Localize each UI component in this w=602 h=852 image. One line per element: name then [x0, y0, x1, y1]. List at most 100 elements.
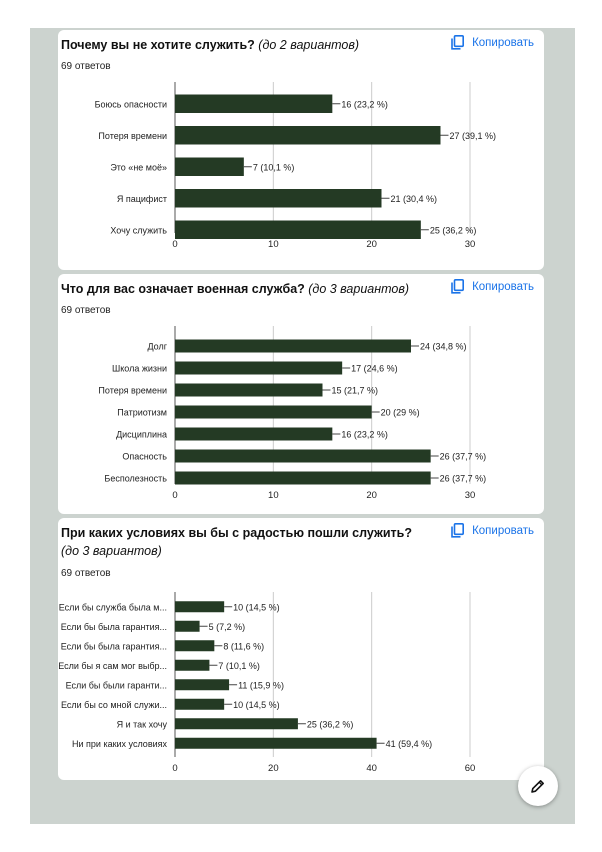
bar [175, 157, 244, 176]
x-tick-label: 10 [268, 239, 279, 250]
question-hint: (до 3 вариантов) [61, 544, 162, 558]
category-label: Бесполезность [104, 474, 167, 484]
bar [175, 718, 298, 730]
bar [175, 361, 343, 375]
category-label: Если бы была гарантия... [61, 641, 167, 651]
category-label: Если бы служба была м... [59, 602, 167, 612]
question-card-3: При каких условиях вы бы с радостью пошл… [58, 518, 544, 780]
question-card-2: Что для вас означает военная служба? (до… [58, 274, 544, 514]
bar [175, 601, 225, 613]
category-label: Я и так хочу [117, 719, 168, 729]
copy-button[interactable]: Копировать [451, 523, 534, 538]
x-tick-label: 60 [465, 763, 476, 774]
question-title-text: Что для вас означает военная служба? [61, 282, 305, 296]
copy-icon [451, 35, 465, 50]
copy-button[interactable]: Копировать [451, 279, 534, 294]
bar [175, 620, 200, 632]
data-label: 27 (39,1 %) [450, 131, 497, 141]
x-tick-label: 40 [366, 763, 377, 774]
question-title-text: Почему вы не хотите служить? [61, 38, 255, 52]
data-label: 26 (37,7 %) [440, 452, 487, 462]
copy-icon [451, 523, 465, 538]
bar [175, 737, 377, 749]
bar [175, 220, 421, 239]
question-title: Что для вас означает военная служба? (до… [61, 280, 431, 298]
response-count: 69 ответов [61, 61, 111, 72]
bar [175, 659, 210, 671]
x-tick-label: 20 [366, 239, 377, 250]
data-label: 25 (36,2 %) [430, 225, 477, 235]
data-label: 16 (23,2 %) [341, 99, 388, 109]
bar [175, 427, 333, 441]
bar [175, 471, 431, 485]
category-label: Ни при каких условиях [72, 739, 167, 749]
bar-chart: 0 10 20 30 Долг 24 (34,8 %) Школа жизни 17 (24,… [98, 326, 487, 501]
copy-icon [451, 279, 465, 294]
copy-button-label: Копировать [472, 280, 534, 293]
data-label: 11 (15,9 %) [238, 680, 284, 690]
data-label: 10 (14,5 %) [233, 700, 280, 710]
bar [175, 679, 230, 691]
category-label: Опасность [122, 452, 167, 462]
x-tick-label: 0 [172, 239, 177, 250]
copy-button[interactable]: Копировать [451, 35, 534, 50]
bar-chart: 0 10 20 30 Боюсь опасности 16 (23,2 %) Потеря … [95, 82, 497, 250]
category-label: Это «не моё» [110, 162, 167, 172]
data-label: 8 (11,6 %) [223, 641, 264, 651]
category-label: Хочу служить [110, 225, 167, 235]
data-label: 41 (59,4 %) [386, 739, 433, 749]
bar [175, 640, 215, 652]
question-title: При каких условиях вы бы с радостью пошл… [61, 524, 431, 560]
bar [175, 126, 441, 145]
category-label: Я пацифист [117, 194, 167, 204]
category-label: Долг [147, 342, 167, 352]
bar-chart: 0 20 40 60 Если бы служба была м... 10 (14,5 … [58, 592, 476, 774]
question-hint: (до 2 вариантов) [258, 38, 360, 52]
x-tick-label: 20 [366, 490, 377, 501]
response-count: 69 ответов [61, 305, 111, 316]
question-title-text: При каких условиях вы бы с радостью пошл… [61, 526, 412, 540]
data-label: 7 (10,1 %) [253, 162, 295, 172]
data-label: 15 (21,7 %) [332, 386, 379, 396]
x-tick-label: 30 [465, 490, 476, 501]
category-label: Потеря времени [98, 131, 167, 141]
data-label: 24 (34,8 %) [420, 342, 467, 352]
x-tick-label: 20 [268, 763, 279, 774]
edit-button[interactable] [518, 766, 558, 806]
question-hint: (до 3 вариантов) [308, 282, 410, 296]
data-label: 21 (30,4 %) [391, 194, 438, 204]
data-label: 17 (24,6 %) [351, 364, 398, 374]
question-card-1: Почему вы не хотите служить? (до 2 вариа… [58, 30, 544, 270]
data-label: 25 (36,2 %) [307, 719, 354, 729]
bar [175, 339, 411, 353]
question-title: Почему вы не хотите служить? (до 2 вариа… [61, 36, 431, 54]
copy-button-label: Копировать [472, 524, 534, 537]
bar [175, 698, 225, 710]
category-label: Школа жизни [112, 364, 167, 374]
category-label: Потеря времени [98, 386, 167, 396]
x-tick-label: 30 [465, 239, 476, 250]
copy-button-label: Копировать [472, 36, 534, 49]
category-label: Патриотизм [117, 408, 167, 418]
x-tick-label: 0 [172, 490, 177, 501]
category-label: Если бы со мной служи... [61, 700, 167, 710]
x-tick-label: 0 [172, 763, 177, 774]
category-label: Если бы я сам мог выбр... [58, 661, 167, 671]
data-label: 5 (7,2 %) [209, 622, 246, 632]
bar [175, 94, 333, 113]
category-label: Если бы были гаранти... [66, 680, 167, 690]
response-count: 69 ответов [61, 568, 111, 579]
data-label: 26 (37,7 %) [440, 474, 487, 484]
bar [175, 449, 431, 463]
bar [175, 189, 382, 208]
category-label: Дисциплина [116, 430, 167, 440]
pencil-icon [531, 780, 544, 793]
bar [175, 405, 372, 419]
category-label: Боюсь опасности [95, 99, 167, 109]
data-label: 10 (14,5 %) [233, 602, 280, 612]
bar [175, 383, 323, 397]
data-label: 20 (29 %) [381, 408, 420, 418]
data-label: 7 (10,1 %) [218, 661, 260, 671]
x-tick-label: 10 [268, 490, 279, 501]
category-label: Если бы была гарантия... [61, 622, 167, 632]
